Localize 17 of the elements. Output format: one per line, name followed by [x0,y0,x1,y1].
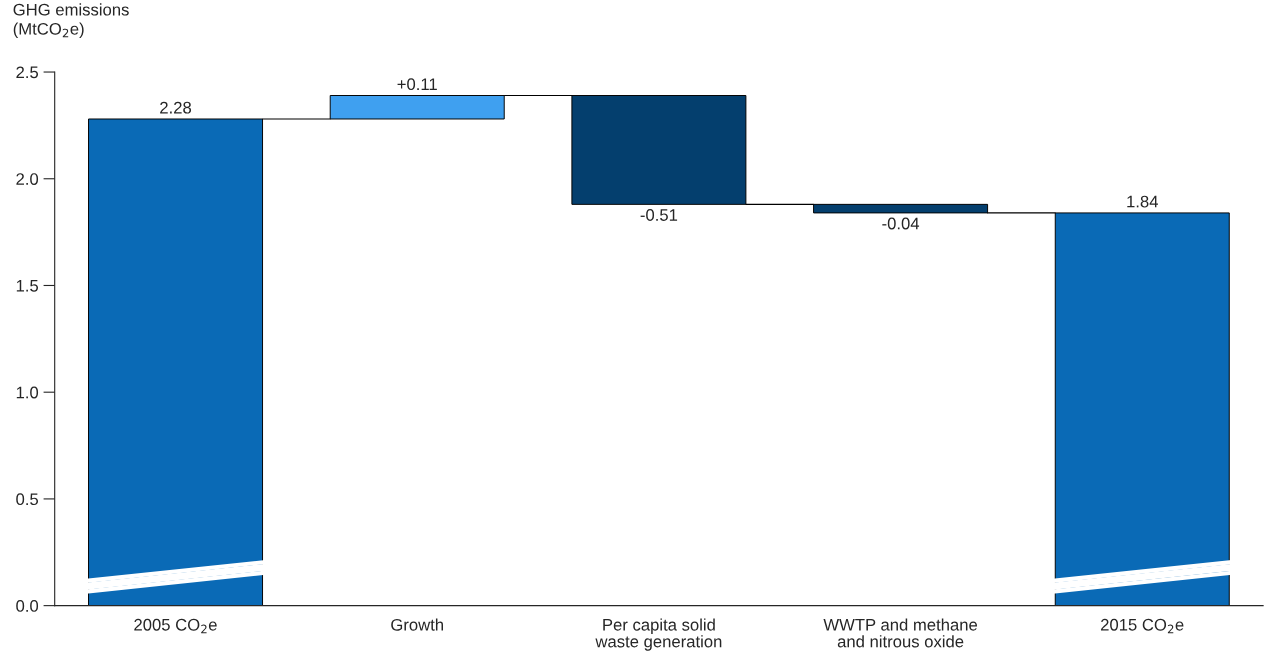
data-label: 1.84 [1127,195,1158,208]
x-tick-label: 2015 CO$_{2}$e [1101,618,1184,634]
data-label: -0.04 [882,217,920,230]
data-label: 2.28 [160,101,192,114]
y-tick-label: 1.0 [16,386,39,399]
x-tick-label: Per capita solid waste generation [595,618,722,651]
y-tick-label: 1.5 [16,280,39,292]
y-tick-label: 2.0 [16,173,39,185]
x-tick-label: 2005 CO$_{2}$e [134,618,217,634]
x-tick-label: Growth [391,618,443,631]
data-label: +0.11 [397,78,437,91]
data-label: -0.51 [640,209,678,221]
x-tick-label: WWTP and methane and nitrous oxide [823,618,978,648]
y-tick-label: 2.5 [16,66,39,79]
y-axis-title: GHG emissions (MtCO$_{2}$e) [13,3,129,39]
y-tick-label: 0.5 [16,493,39,506]
y-tick-label: 0.0 [16,600,39,612]
